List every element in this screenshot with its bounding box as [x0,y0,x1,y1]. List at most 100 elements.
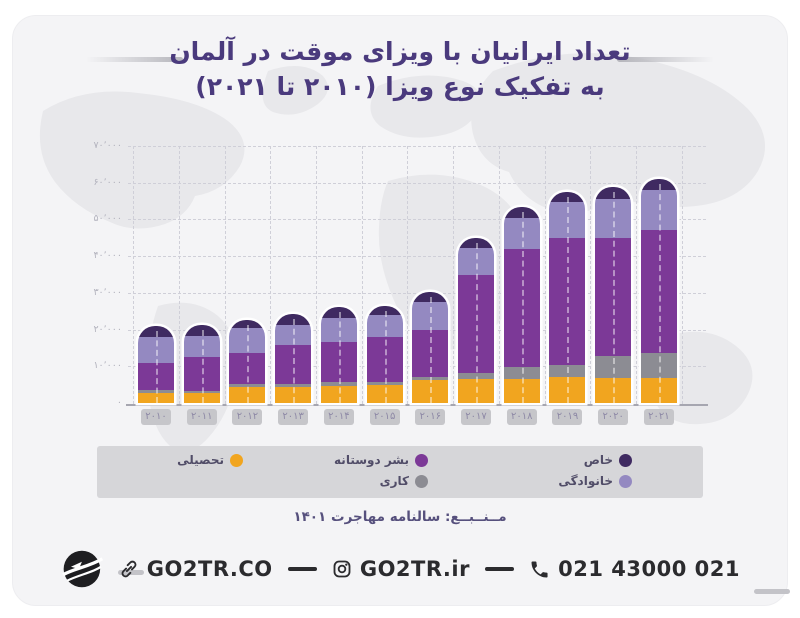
legend-item-work: کاری [380,473,428,489]
segment-humanitarian-2013 [275,344,312,384]
legend-dot-education [230,453,243,467]
segment-humanitarian-2019 [549,237,586,365]
year-label-2021: ۲۰۲۱ [643,409,674,425]
year-label-2010: ۲۰۱۰ [141,409,171,425]
segment-education-2012 [229,386,266,403]
bar-center-dash [521,211,524,403]
page-title-line2: به تفکیک نوع ویزا (۲۰۱۰ تا ۲۰۲۱) [195,72,605,101]
phone-icon [531,560,548,577]
gridline-horizontal [128,146,706,147]
title-side-dash-left [86,57,183,62]
gridline-vertical [361,146,363,404]
year-label-2019: ۲۰۱۹ [552,409,583,425]
y-axis-tick-20000: ۲۰٬۰۰۰ [93,323,122,335]
bar-center-dash [156,330,158,403]
bar-2017 [458,238,495,403]
bar-2018 [503,206,540,403]
y-axis-tick-30000: ۳۰٬۰۰۰ [93,286,122,298]
bar-2012 [229,320,266,403]
year-label-2012: ۲۰۱۲ [232,409,263,425]
bar-2015 [366,305,403,403]
segment-work-2016 [412,376,449,380]
gridline-vertical [224,146,226,404]
legend-dot-family [619,474,632,488]
segment-family-2014 [320,318,357,343]
footer-bar: GO2TR.CO GO2TR.ir 021 43000 021 [60,541,740,597]
legend-item-education: تحصیلی [177,452,243,468]
segment-work-2018 [503,366,540,380]
bar-center-dash [338,312,341,403]
legend-dot-work [415,474,428,488]
legend-band [97,446,703,498]
go2tr-logo [62,550,104,588]
gridline-vertical [270,146,272,404]
gridline-vertical [178,146,180,404]
segment-education-2014 [320,386,357,403]
gridline-vertical [407,146,409,404]
bar-2013 [275,314,312,403]
footer-website-item[interactable]: GO2TR.CO [119,557,273,581]
footer-instagram-item[interactable]: GO2TR.ir [332,557,470,581]
year-label-2017: ۲۰۱۷ [461,409,492,425]
footer-edge-dash-right [754,589,790,594]
legend-item-humanitarian: بشر دوستانه [334,452,428,468]
year-label-2016: ۲۰۱۶ [415,409,446,425]
bar-2010 [138,325,174,403]
segment-education-2020 [595,378,632,403]
link-icon [121,560,137,578]
bar-2020 [595,187,632,403]
segment-family-2013 [275,325,312,345]
gridline-vertical [590,146,592,404]
segment-humanitarian-2014 [320,342,357,383]
segment-education-2017 [458,379,495,403]
gridline-vertical [636,146,638,404]
legend-dot-special [619,453,632,467]
legend-item-family: خانوادگی [558,473,632,489]
gridline-vertical [316,146,318,404]
gridline-vertical [498,146,500,404]
year-label-2018: ۲۰۱۸ [506,409,537,425]
legend-item-special: خاص [584,452,632,468]
bar-center-dash [476,243,479,403]
y-axis-tick-50000: ۵۰٬۰۰۰ [93,213,122,225]
y-axis-tick-10000: ۱۰٬۰۰۰ [93,360,122,372]
year-label-2013: ۲۰۱۳ [278,409,309,425]
year-label-2020: ۲۰۲۰ [598,409,629,425]
y-axis-tick-60000: ۶۰٬۰۰۰ [93,176,122,188]
segment-work-2015 [366,382,403,385]
bar-center-dash [613,192,616,403]
footer-instagram-text: GO2TR.ir [359,557,470,581]
footer-website-text: GO2TR.CO [146,557,273,581]
bar-center-dash [567,196,570,403]
bar-center-dash [430,297,433,403]
bar-2014 [320,307,357,403]
legend-label-work: کاری [379,474,409,488]
bar-center-dash [658,184,661,403]
footer-phone-item[interactable]: 021 43000 021 [529,557,740,581]
bar-2011 [183,325,220,403]
legend-label-family: خانوادگی [558,474,613,488]
bar-center-dash [201,330,204,403]
segment-work-2020 [595,356,632,378]
year-label-2015: ۲۰۱۵ [369,409,400,425]
bar-center-dash [293,319,296,403]
x-axis-line [126,404,708,406]
segment-special-2012 [229,320,266,329]
segment-special-2013 [275,314,312,326]
segment-special-2014 [320,307,357,319]
gridline-vertical [681,146,683,404]
segment-work-2014 [320,382,357,387]
segment-work-2017 [458,373,495,380]
legend-label-education: تحصیلی [177,453,224,467]
gridline-horizontal [128,182,706,184]
bar-2019 [549,191,586,403]
segment-humanitarian-2020 [595,238,632,357]
footer-separator-dash [484,567,515,571]
source-note: مــنــبــع: سالنامه مهاجرت ۱۴۰۱ [293,509,507,525]
gridline-vertical [544,146,546,404]
segment-education-2015 [366,384,403,403]
year-label-2014: ۲۰۱۴ [323,409,354,425]
instagram-icon [333,560,351,578]
